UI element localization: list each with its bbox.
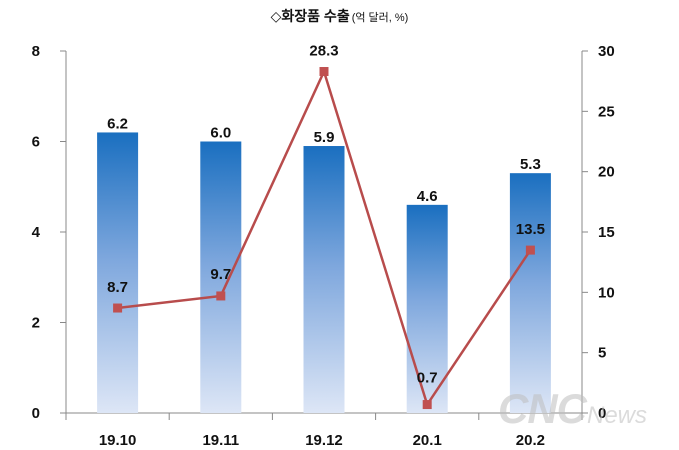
bar-value-label: 6.2 [107,115,128,132]
y-right-tick-label: 10 [598,284,615,301]
line-marker [422,400,432,410]
chart-title-main: ◇화장품 수출 [270,8,350,24]
line-value-label: 8.7 [107,279,128,296]
bar [97,132,139,413]
y-right-tick-label: 5 [598,345,606,362]
line-marker [525,245,535,255]
y-right-tick-label: 30 [598,43,615,60]
x-tick-label: 20.2 [516,432,545,449]
x-tick-label: 20.1 [413,432,442,449]
bar-value-label: 5.3 [520,156,541,173]
bar [200,141,242,413]
x-tick-label: 19.10 [99,432,137,449]
bar [509,173,551,413]
chart-title: ◇화장품 수출 (억 달러, %) [0,6,679,26]
y-right-tick-label: 20 [598,164,615,181]
watermark: CNCNews [498,385,647,433]
y-left-tick-label: 6 [32,134,40,151]
y-left-tick-label: 8 [32,43,40,60]
line-value-label: 28.3 [309,43,338,60]
x-tick-label: 19.11 [202,432,239,449]
bar [406,204,448,413]
watermark-sub: News [587,402,648,429]
line-marker [319,67,329,77]
y-right-tick-label: 25 [598,103,615,120]
y-left-tick-label: 2 [32,315,40,332]
y-left-tick-label: 0 [32,405,40,422]
line-marker [216,291,226,301]
line-value-label: 9.7 [210,266,231,283]
bar-value-label: 6.0 [210,125,231,142]
y-right-tick-label: 0 [598,405,606,422]
bar [303,146,345,413]
watermark-main: CNC [498,385,587,432]
y-right-tick-label: 15 [598,224,615,241]
chart-title-unit: (억 달러, %) [351,12,409,24]
y-left-tick-label: 4 [32,224,41,241]
bar-value-label: 5.9 [314,129,335,146]
line-marker [113,303,123,313]
x-tick-label: 19.12 [305,432,343,449]
bar-value-label: 4.6 [417,188,438,205]
line-value-label: 13.5 [516,221,545,238]
line-value-label: 0.7 [417,370,438,387]
